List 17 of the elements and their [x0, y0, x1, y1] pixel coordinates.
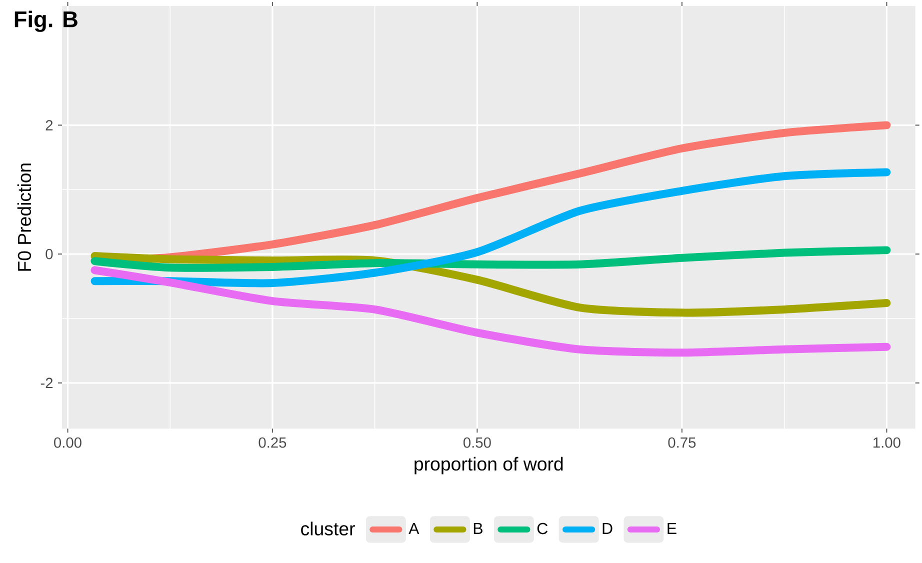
legend-label: C — [537, 522, 548, 534]
x-tick-label: 0.75 — [668, 437, 696, 448]
legend-label: E — [668, 522, 676, 534]
x-tick-label: 1.00 — [874, 437, 900, 448]
x-axis-title: proportion of word — [414, 456, 563, 474]
y-tick-label: 0 — [46, 248, 53, 260]
x-tick-label: 0.50 — [463, 437, 491, 448]
legend-label: D — [602, 522, 612, 534]
legend-title: cluster — [301, 522, 355, 536]
y-tick-label: 2 — [46, 120, 53, 130]
legend-label: A — [408, 522, 420, 534]
chart-title: Fig. B — [14, 10, 78, 32]
x-tick-label: 0.25 — [258, 437, 286, 448]
y-tick-label: -2 — [40, 378, 53, 388]
x-tick-label: 0.00 — [54, 437, 82, 448]
legend-label: B — [474, 522, 482, 534]
y-axis-title: F0 Prediction — [17, 163, 32, 271]
